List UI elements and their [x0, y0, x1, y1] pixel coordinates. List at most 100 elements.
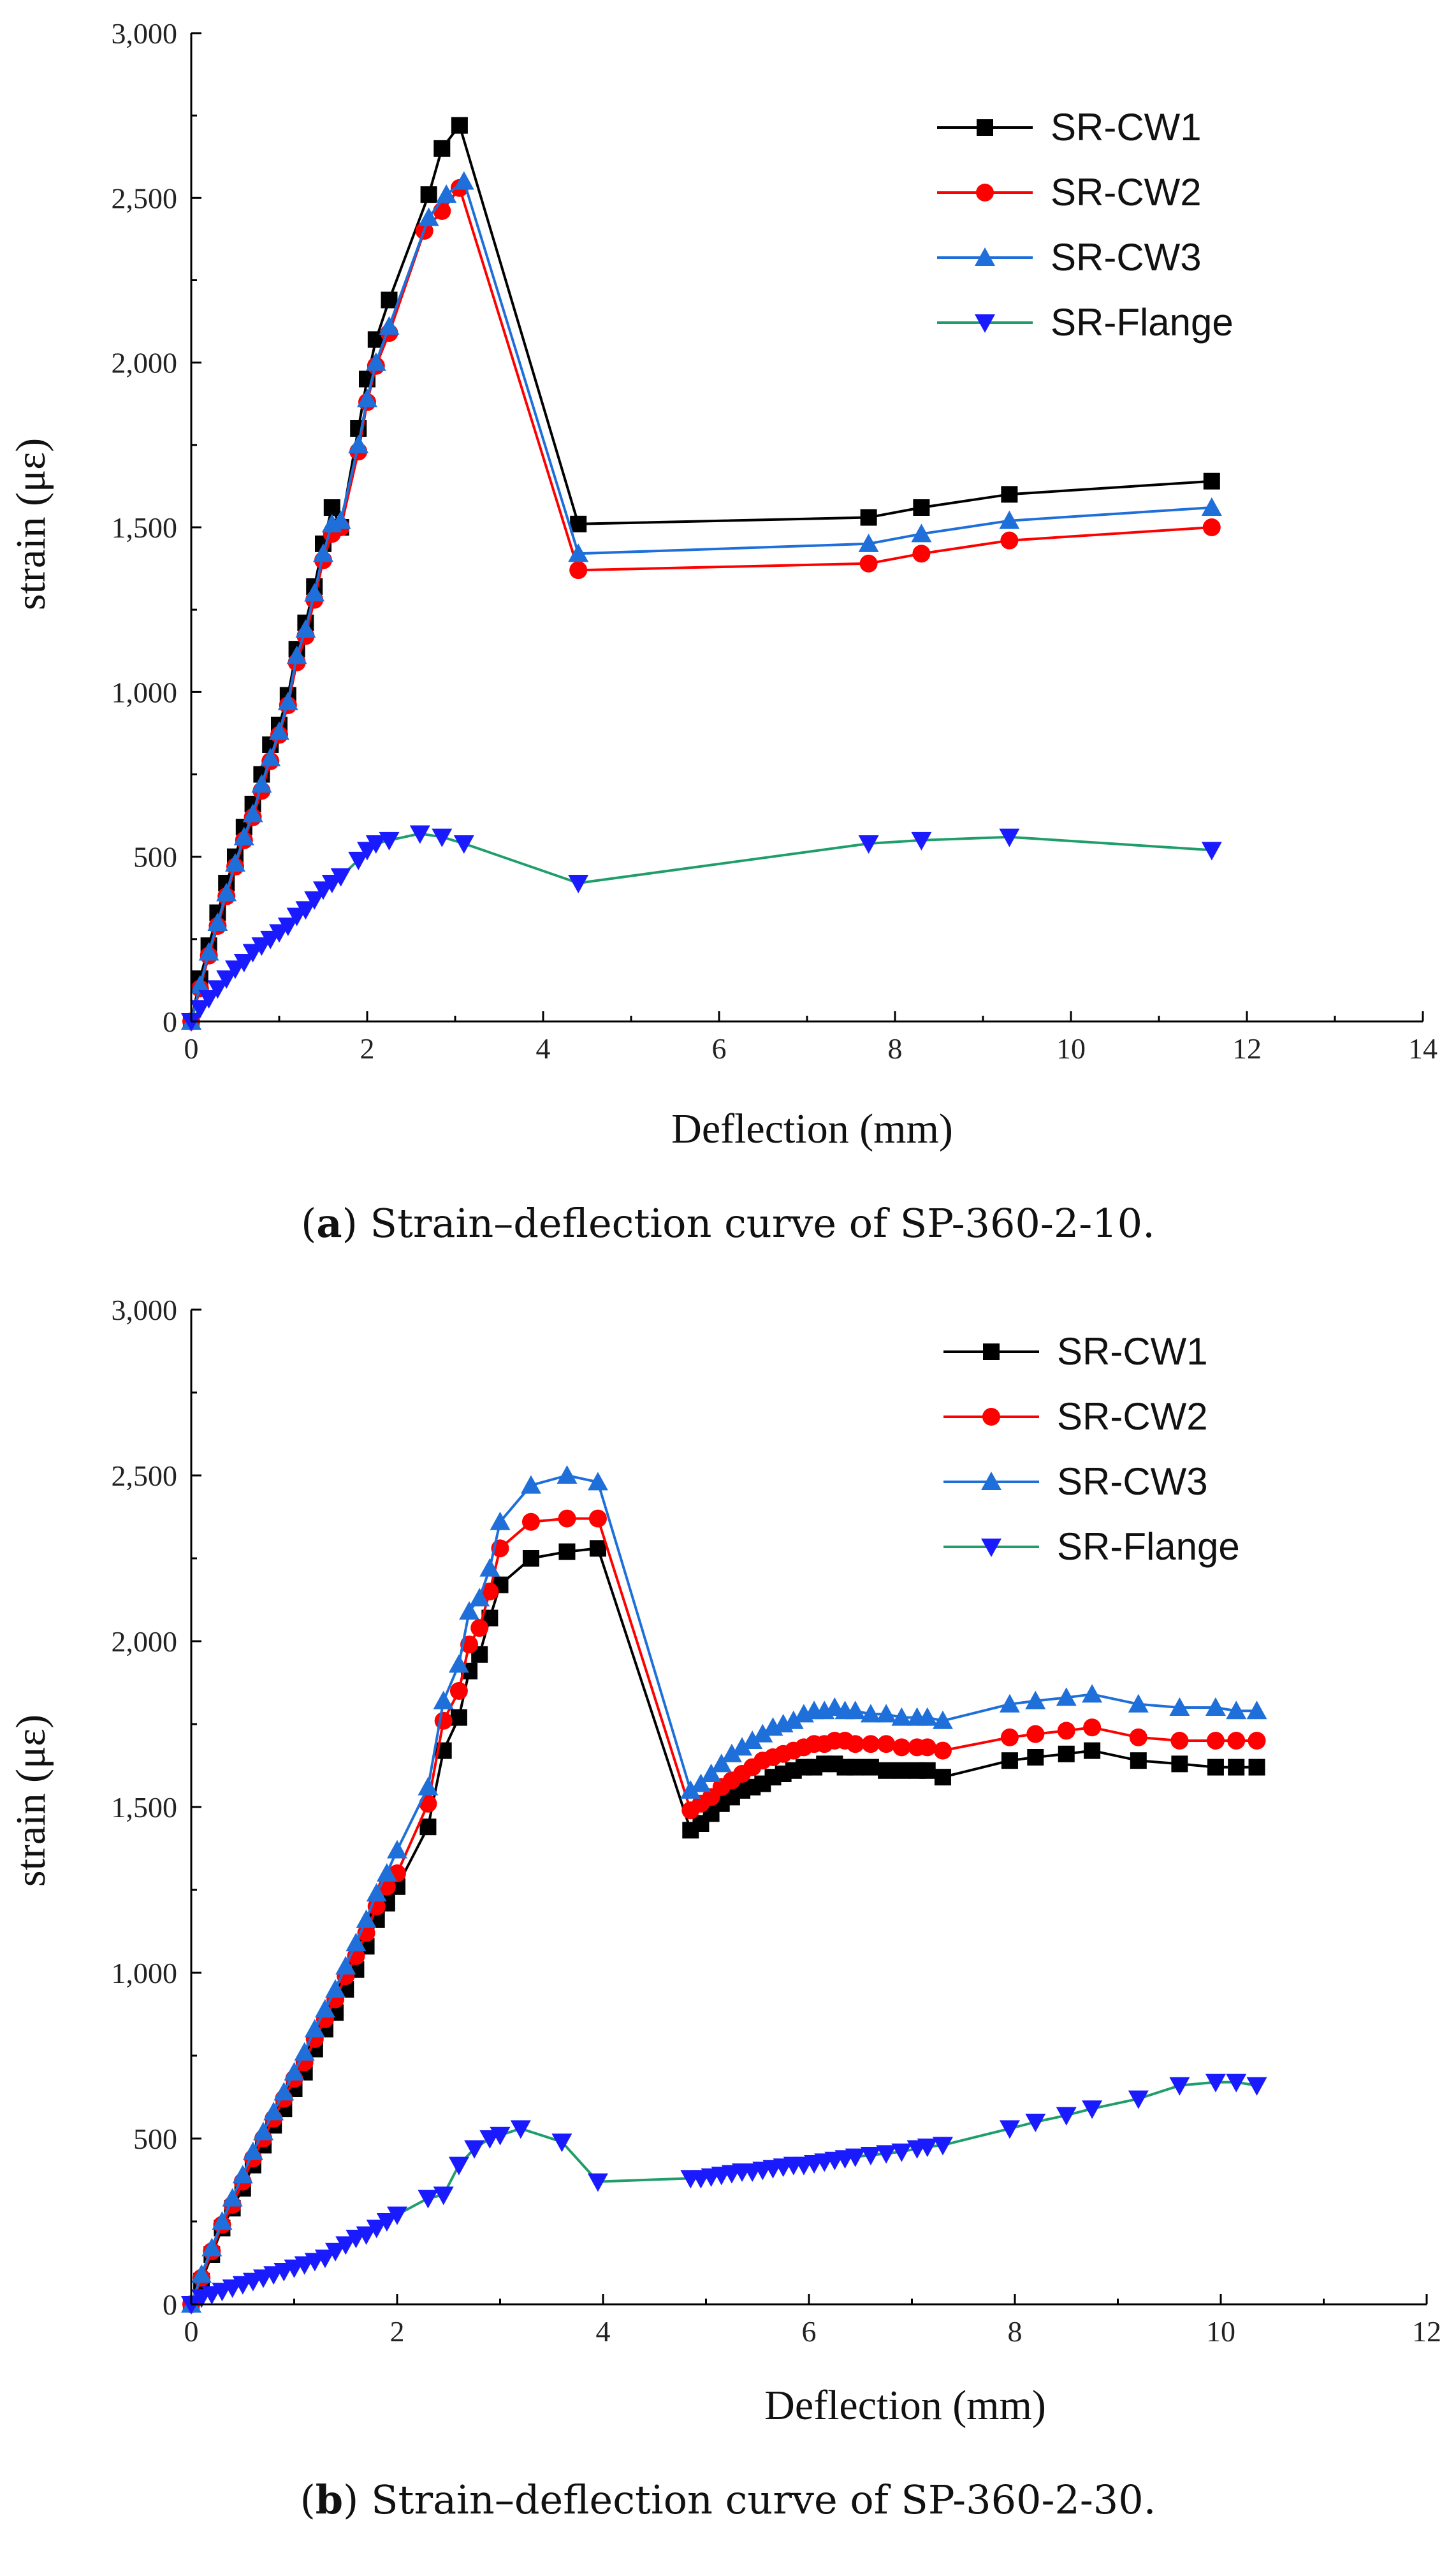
- legend-swatch-marker: [975, 247, 995, 266]
- x-tick-label: 6: [802, 2315, 817, 2348]
- caption-text: Strain–deflection curve of SP-360-2-30.: [371, 2476, 1156, 2523]
- legend-label: SR-CW3: [1051, 236, 1202, 279]
- data-point: [335, 1956, 356, 1975]
- y-tick-label: 2,000: [112, 347, 178, 379]
- legend-item: SR-Flange: [943, 1525, 1240, 1568]
- data-point: [911, 523, 932, 543]
- figure-caption: (b) Strain–deflection curve of SP-360-2-…: [300, 2476, 1156, 2523]
- y-tick-label: 2,500: [112, 182, 178, 214]
- data-point: [917, 1707, 938, 1726]
- data-point: [433, 2186, 454, 2206]
- data-point: [783, 1710, 804, 1729]
- chart-panel-b: 0 2 4 6 8 10 12 0 500 1,000 1,500 2,000 2,500 3,000 S…: [0, 1276, 1456, 2553]
- data-point: [911, 831, 932, 851]
- data-point: [189, 1000, 210, 1019]
- data-point: [346, 1933, 367, 1952]
- data-point: [242, 2141, 263, 2160]
- data-point: [1001, 1752, 1018, 1769]
- series-sr-cw3: [181, 1465, 1267, 2313]
- legend-label: SR-Flange: [1057, 1525, 1240, 1568]
- data-point: [277, 691, 298, 710]
- data-point: [222, 2188, 243, 2207]
- x-tick-label: 14: [1408, 1032, 1438, 1065]
- caption-label: b: [316, 2476, 343, 2523]
- data-point: [323, 499, 340, 516]
- legend-item: SR-CW1: [943, 1330, 1208, 1373]
- data-point: [365, 352, 386, 371]
- data-point: [269, 721, 289, 740]
- data-point: [366, 1883, 387, 1902]
- data-point: [207, 980, 228, 999]
- data-point: [233, 954, 254, 972]
- data-point: [450, 1709, 467, 1726]
- series-sr-flange: [181, 825, 1222, 1032]
- data-point: [357, 388, 377, 407]
- data-point: [409, 825, 430, 844]
- data-point: [932, 2137, 953, 2156]
- y-tick-label: 500: [133, 2123, 177, 2155]
- data-point: [551, 2133, 572, 2153]
- data-point: [860, 1704, 881, 1723]
- data-point: [490, 2126, 511, 2146]
- x-axis-title: Deflection (mm): [764, 2382, 1046, 2429]
- legend-swatch-marker: [975, 314, 995, 333]
- data-point: [1203, 472, 1220, 490]
- data-point: [1057, 1722, 1075, 1740]
- data-point: [1083, 1718, 1102, 1737]
- data-point: [325, 2242, 346, 2262]
- legend-swatch-marker: [976, 184, 994, 201]
- data-point: [432, 828, 453, 847]
- x-tick-label: 0: [184, 2315, 199, 2348]
- data-point: [490, 1511, 511, 1530]
- data-point: [933, 1741, 952, 1760]
- data-point: [201, 2237, 222, 2257]
- data-point: [356, 1909, 377, 1928]
- data-point: [1205, 1697, 1226, 1716]
- data-point: [587, 2173, 608, 2192]
- x-tick-label: 8: [1008, 2315, 1023, 2348]
- data-point: [251, 774, 272, 793]
- x-tick-label: 12: [1412, 2315, 1441, 2348]
- data-point: [859, 554, 878, 573]
- data-point: [294, 2042, 315, 2061]
- data-point: [1082, 1684, 1103, 1703]
- data-point: [356, 2226, 377, 2245]
- data-point: [263, 2102, 284, 2121]
- data-point: [589, 1540, 606, 1557]
- series-sr-cw3: [181, 171, 1222, 1030]
- data-point: [1226, 2074, 1247, 2093]
- data-point: [510, 2120, 531, 2139]
- data-point: [1201, 497, 1222, 516]
- y-tick-label: 1,000: [112, 1957, 178, 1989]
- y-axis-title: strain (με): [8, 1715, 54, 1887]
- data-point: [233, 826, 254, 845]
- data-point: [348, 434, 369, 453]
- data-point: [919, 1762, 936, 1779]
- y-tick-label: 1,500: [112, 511, 178, 544]
- legend-item: SR-CW2: [937, 171, 1202, 214]
- data-point: [711, 1753, 732, 1773]
- data-point: [570, 515, 587, 532]
- series-sr-cw1: [183, 1540, 1265, 2313]
- data-point: [891, 2143, 912, 2162]
- legend-swatch-marker: [977, 119, 993, 136]
- x-axis-title: Deflection (mm): [671, 1106, 953, 1152]
- data-point: [1056, 1687, 1077, 1706]
- data-point: [1025, 1690, 1046, 1709]
- data-point: [752, 1723, 773, 1743]
- data-point: [216, 970, 237, 989]
- data-point: [1058, 1745, 1075, 1762]
- data-point: [861, 1735, 880, 1753]
- data-point: [286, 645, 307, 664]
- y-tick-label: 500: [133, 841, 177, 874]
- data-point: [1169, 1697, 1190, 1716]
- data-point: [569, 561, 588, 580]
- legend-swatch-marker: [983, 1343, 1000, 1360]
- data-point: [348, 851, 369, 870]
- data-point: [295, 901, 316, 920]
- data-point: [464, 2140, 485, 2159]
- caption-label: a: [316, 1200, 342, 1247]
- x-tick-label: 2: [390, 2315, 405, 2348]
- x-tick-label: 2: [360, 1032, 375, 1065]
- data-point: [860, 509, 877, 526]
